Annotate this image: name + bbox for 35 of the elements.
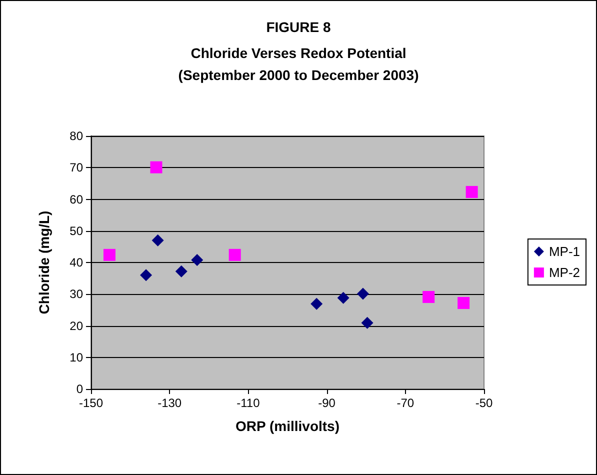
x-tick-label: -130	[158, 396, 182, 410]
point	[175, 265, 188, 278]
y-tick-label: 10	[70, 350, 84, 364]
y-tick-label: 40	[70, 256, 84, 270]
y-tick-label: 50	[70, 224, 84, 238]
y-tick-label: 20	[70, 318, 84, 333]
x-tick-label: -70	[396, 396, 414, 410]
y-tick-label: 60	[70, 192, 84, 206]
point	[466, 186, 478, 198]
x-tick-label: -110	[236, 396, 260, 410]
x-tick-label: -50	[475, 396, 493, 410]
chart-subtitle: Chloride Verses Redox Potential (September 2000 to December 2003)	[178, 45, 419, 83]
y-tick-label: 80	[70, 129, 84, 143]
point	[150, 161, 162, 174]
point	[191, 254, 204, 266]
chart-title: FIGURE 8	[266, 19, 331, 35]
x-axis-title: ORP (millivolts)	[236, 418, 340, 434]
y-tick-label: 30	[70, 287, 84, 302]
point	[152, 234, 164, 246]
point	[140, 269, 152, 282]
x-tick-label: -150	[78, 396, 104, 410]
y-tick-label: 0	[76, 382, 84, 396]
legend-label: MP-2	[548, 265, 580, 280]
point	[103, 248, 116, 261]
y-axis-title: Chloride (mg/L)	[36, 210, 52, 314]
point	[361, 316, 374, 329]
legend-label: MP-1	[548, 244, 580, 259]
point	[310, 298, 323, 310]
point	[422, 290, 435, 303]
x-tick-label: -90	[318, 396, 336, 410]
point	[228, 248, 241, 261]
point	[337, 292, 350, 304]
y-tick-label: 70	[70, 160, 84, 175]
point	[458, 296, 470, 309]
point	[356, 288, 369, 300]
